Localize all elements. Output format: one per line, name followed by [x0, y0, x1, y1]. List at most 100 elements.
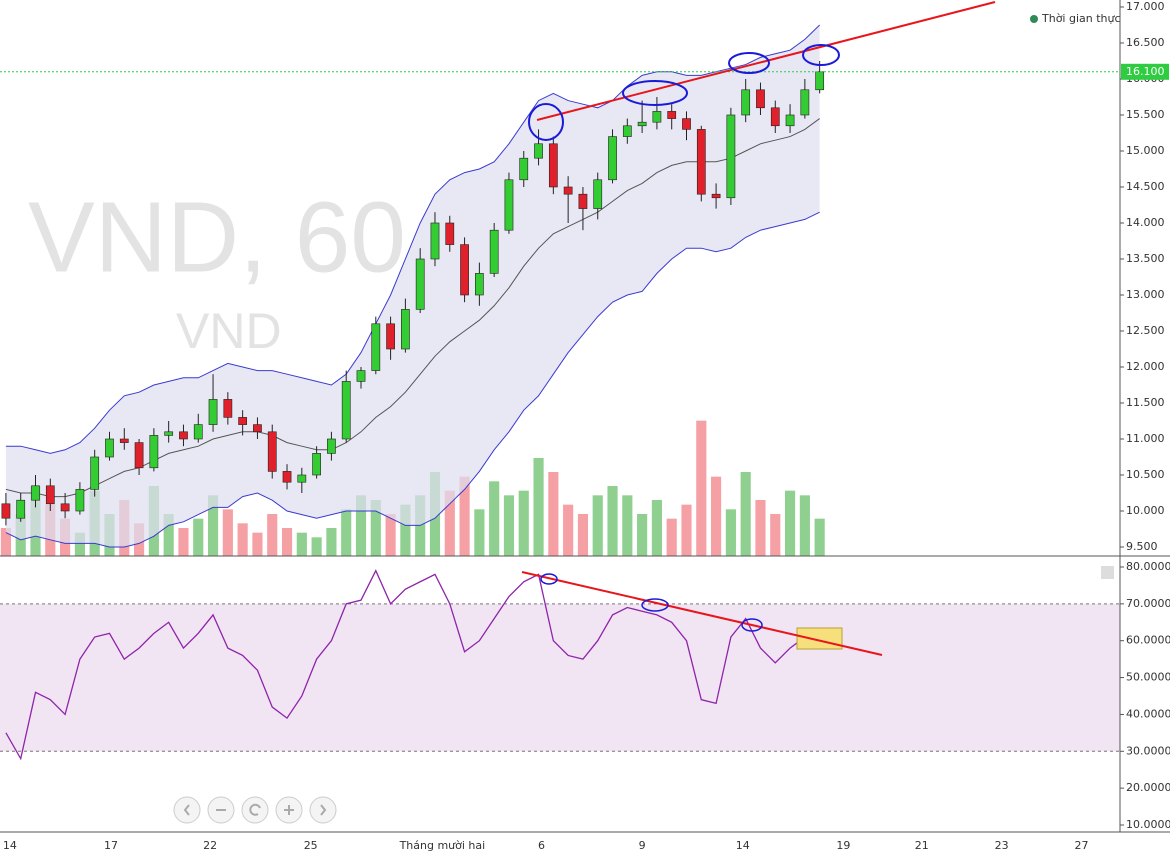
volume-bar — [207, 495, 219, 556]
legend-dot — [1030, 15, 1038, 23]
volume-bar — [281, 528, 293, 556]
y-tick-label: 15.500 — [1126, 108, 1165, 121]
candle-body — [415, 258, 425, 310]
volume-bar — [326, 528, 337, 556]
y-tick-label: 13.000 — [1126, 288, 1165, 301]
candle-body — [608, 136, 617, 181]
candle-body — [726, 114, 736, 199]
volume-bar — [814, 518, 825, 556]
volume-bar — [370, 500, 381, 556]
volume-bar — [681, 504, 692, 556]
candle-body — [60, 503, 70, 512]
x-tick-label: 22 — [203, 839, 217, 852]
volume-bar — [666, 518, 677, 556]
candle-body — [622, 125, 632, 137]
volume-bar — [784, 490, 796, 556]
y-tick-label: 10.0000 — [1126, 818, 1170, 831]
candle-body — [785, 114, 795, 127]
volume-bar — [341, 509, 352, 556]
candle-body — [267, 431, 277, 472]
x-tick-label: 27 — [1075, 839, 1089, 852]
rsi-trendline — [521, 571, 883, 656]
icon — [284, 805, 294, 815]
last-price-box — [1121, 63, 1169, 80]
y-tick-label: 70.0000 — [1126, 597, 1170, 610]
reset-button[interactable] — [241, 796, 269, 824]
volume-bar — [711, 476, 722, 556]
rsi-band — [0, 603, 1120, 752]
trendline — [536, 1, 996, 121]
candle-body — [193, 424, 203, 440]
volume-bar — [607, 486, 618, 556]
volume-bar — [577, 514, 589, 556]
volume-bar — [637, 514, 648, 556]
panel-button[interactable] — [1101, 566, 1114, 579]
y-tick-label: 14.000 — [1126, 216, 1165, 229]
candle-body — [682, 118, 691, 130]
x-tick-label: 25 — [304, 839, 318, 852]
y-tick-label: 16.500 — [1126, 36, 1165, 49]
y-tick-label: 10.500 — [1126, 468, 1165, 481]
watermark-title: VND, 60 — [28, 181, 406, 293]
candle-body — [341, 381, 351, 440]
candle-body — [164, 431, 174, 436]
band-upper — [5, 24, 821, 454]
y-tick-label: 30.0000 — [1126, 744, 1170, 757]
candle-body — [430, 222, 440, 260]
candle-body — [386, 323, 395, 350]
y-tick-label: 40.0000 — [1126, 707, 1170, 720]
volume-bar — [533, 458, 544, 556]
candle-body — [371, 323, 381, 371]
volume-bar — [237, 523, 248, 556]
scroll-right-button[interactable] — [309, 796, 337, 824]
highlight-circle — [728, 52, 770, 74]
volume-bar — [385, 514, 396, 556]
volume-bar — [622, 495, 633, 556]
scroll-left-button[interactable] — [173, 796, 201, 824]
candle-body — [45, 485, 55, 505]
candle-body — [637, 121, 647, 127]
x-tick-label: 14 — [3, 839, 17, 852]
x-tick-label: 19 — [836, 839, 850, 852]
volume-bar — [267, 514, 278, 556]
volume-bar — [163, 514, 174, 556]
y-tick-label: 9.500 — [1126, 540, 1158, 553]
highlight-circle — [540, 573, 558, 585]
x-tick-label: Tháng mười hai — [399, 839, 486, 852]
y-tick-label: 13.500 — [1126, 252, 1165, 265]
candle-body — [105, 438, 114, 458]
x-tick-label: 23 — [995, 839, 1009, 852]
y-tick-label: 11.500 — [1126, 396, 1165, 409]
candle-body — [31, 485, 40, 501]
y-tick-label: 60.0000 — [1126, 634, 1170, 647]
candle-body — [504, 179, 514, 231]
candle-body — [356, 370, 366, 382]
candle-body — [534, 143, 543, 159]
y-tick-label: 17.000 — [1126, 0, 1165, 13]
candle-body — [460, 244, 469, 296]
volume-bar — [400, 504, 411, 556]
highlight-circle — [802, 44, 840, 66]
y-tick-label: 14.500 — [1126, 180, 1165, 193]
volume-bar — [355, 495, 367, 556]
volume-bar — [0, 528, 11, 556]
volume-bar — [311, 537, 322, 556]
zoom-icons — [183, 803, 327, 816]
y-tick-label: 50.0000 — [1126, 671, 1170, 684]
volume-bar — [503, 495, 515, 556]
candle-body — [593, 179, 603, 209]
candle-body — [149, 435, 159, 469]
volume-bar — [459, 476, 470, 556]
candle-body — [134, 442, 144, 469]
candle-body — [16, 499, 26, 519]
highlight-circle — [641, 598, 669, 612]
volume-bar — [740, 472, 751, 556]
candle-body — [445, 222, 455, 245]
highlight-box — [796, 627, 843, 650]
icon — [183, 804, 190, 816]
volume-bar — [696, 420, 707, 556]
highlight-circle — [741, 618, 763, 632]
candle-body — [474, 273, 484, 296]
